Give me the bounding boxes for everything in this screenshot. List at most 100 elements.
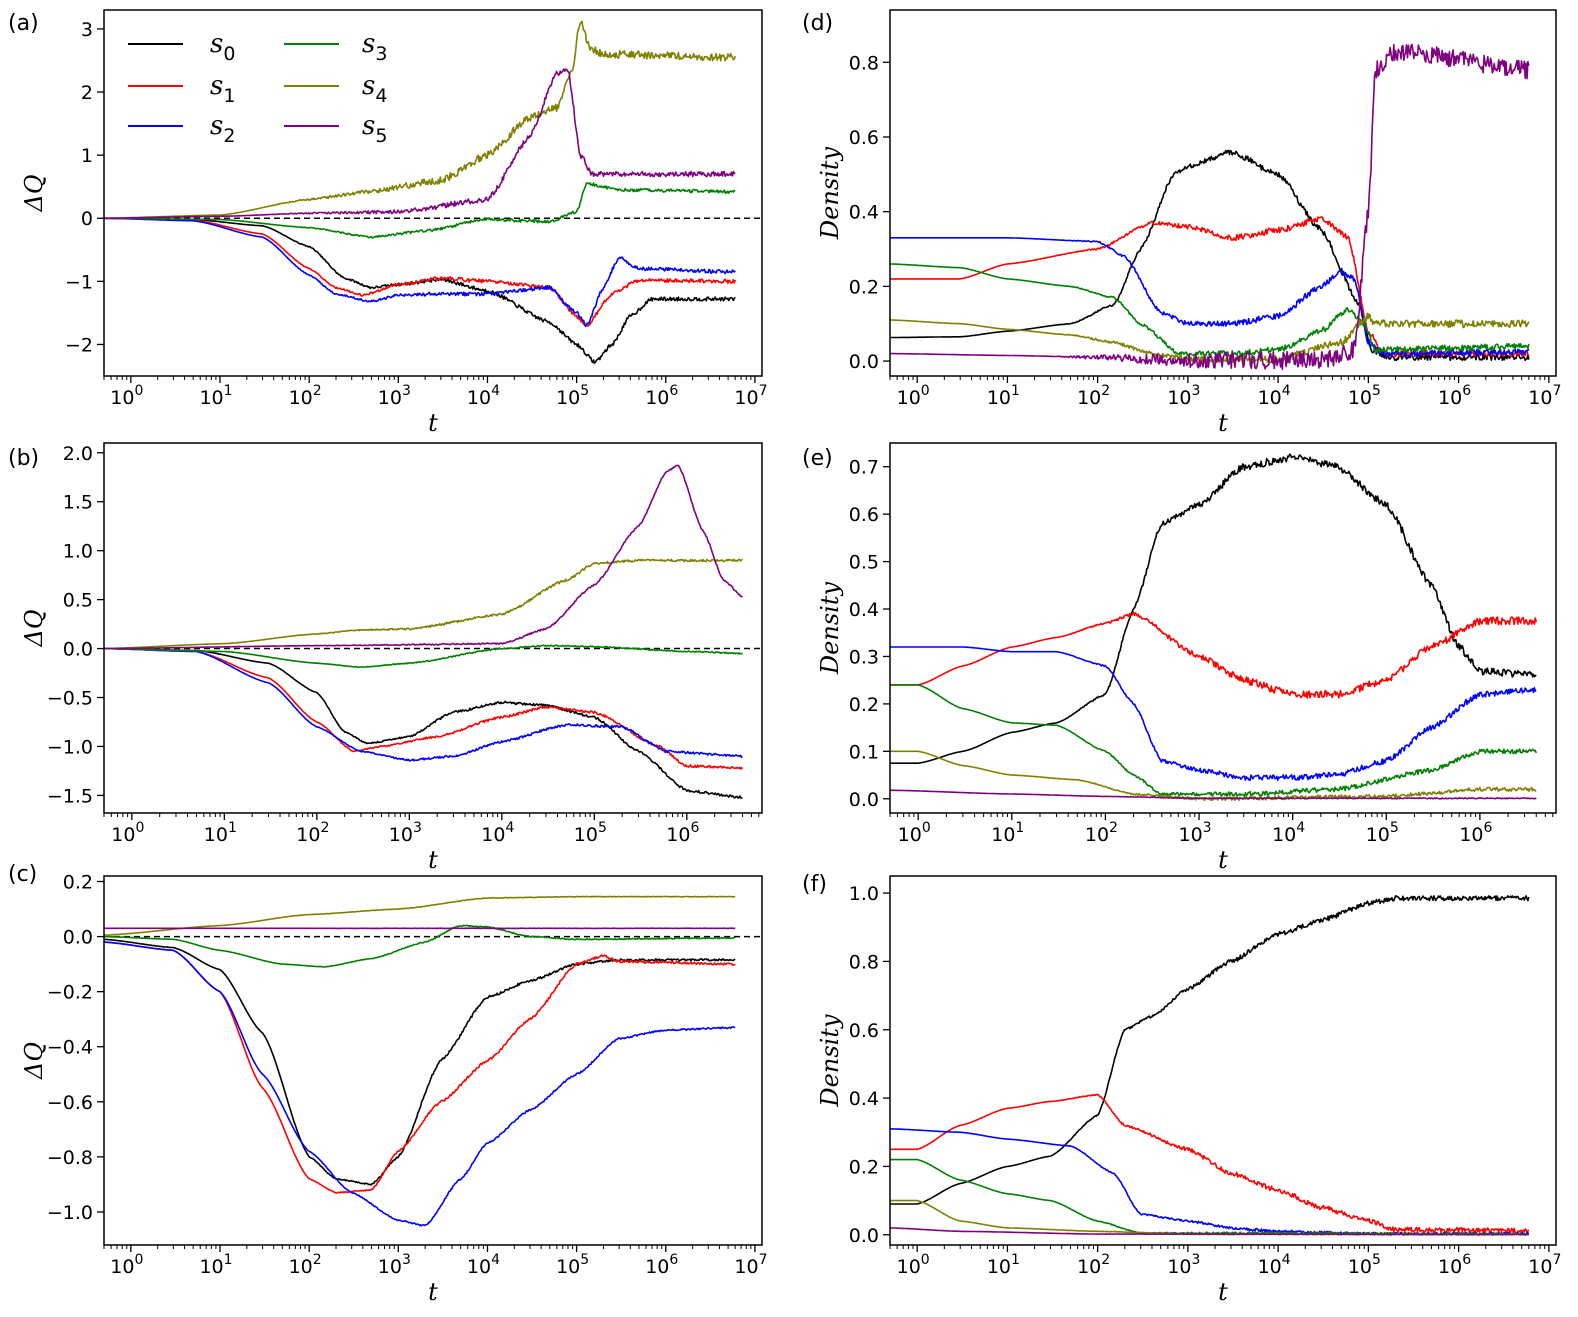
x-tick-label: 103 [1167,383,1200,409]
y-tick-label: 0.1 [849,741,879,763]
x-tick-label: 107 [734,383,767,409]
axes-frame [103,9,763,377]
x-axis-label: t [428,409,438,437]
series-s0-line [890,895,1530,1205]
series-s1-line [104,647,744,770]
y-tick-label: −0.5 [47,687,93,709]
x-tick-label: 104 [467,1252,500,1278]
x-tick-label: 106 [1459,820,1492,846]
y-tick-label: 0.0 [849,1225,879,1247]
x-tick-label: 103 [378,1252,411,1278]
y-tick-label: 3 [81,19,93,41]
y-tick-label: 0.6 [849,504,879,526]
y-tick-label: 0.2 [849,694,879,716]
series-s0-line [890,453,1537,764]
axes-frame [889,442,1557,814]
y-tick-label: −1 [65,271,93,293]
x-axis-label: t [1218,846,1228,874]
series-s5-line [104,464,743,650]
y-axis-label: Density [816,582,844,676]
axes-frame [103,875,763,1246]
y-tick-label: 2.0 [63,443,93,465]
panel-a: 100 101 102 103 104 105 106 107 −2 −1 0 1 2 3 t ΔQ (a) s0… [8,9,767,437]
panel-c: 100 101 102 103 104 105 106 107 −1.0 −0.8 −0.6 −0.4… [8,862,767,1306]
y-tick-label: 0.3 [849,646,879,668]
y-tick-label: 1.0 [849,883,879,905]
x-tick-label: 102 [1077,383,1110,409]
series-s2-line [890,237,1530,358]
x-tick-label: 102 [1077,1252,1110,1278]
series-s0-line [104,647,743,799]
series-s5-line [104,68,736,219]
y-tick-label: −0.8 [47,1147,93,1169]
y-tick-label: 0.2 [849,1156,879,1178]
y-tick-label: 1.0 [63,541,93,563]
y-tick-label: 1 [81,145,93,167]
x-tick-label: 106 [1438,383,1471,409]
y-tick-label: 0.2 [849,276,879,298]
x-tick-label: 102 [1085,820,1118,846]
x-tick-label: 107 [1528,1252,1561,1278]
x-tick-label: 103 [378,383,411,409]
panel-label: (e) [802,446,833,471]
series-s0-line [104,938,736,1186]
series-s4-line [890,750,1537,801]
y-tick-label: 0.6 [849,127,879,149]
y-tick-label: 2 [81,82,93,104]
x-tick-label: 105 [1366,820,1399,846]
x-tick-label: 105 [574,820,607,846]
x-tick-label: 106 [645,1252,678,1278]
x-tick-label: 101 [991,820,1024,846]
x-tick-label: 107 [734,1252,767,1278]
x-tick-label: 100 [898,820,931,846]
series-s5-line [890,1227,1530,1236]
y-tick-label: −2 [65,334,93,356]
y-tick-label: 0.0 [849,789,879,811]
series-s1-line [890,1093,1530,1234]
x-tick-label: 100 [897,1252,930,1278]
x-tick-label: 100 [110,383,143,409]
series-s1-line [104,217,736,327]
x-axis-label: t [1218,1278,1228,1306]
y-tick-label: 0 [81,208,93,230]
panel-label: (c) [8,862,37,887]
x-tick-label: 103 [1178,820,1211,846]
y-tick-label: 0.5 [849,552,879,574]
x-tick-label: 107 [1528,383,1561,409]
y-tick-label: 0.0 [63,639,93,661]
y-axis-label: ΔQ [20,174,48,212]
panel-e: 100 101 102 103 104 105 106 0.0 0.1 0.2 0.3 0.4 0.5 0… [802,442,1557,874]
x-tick-label: 101 [204,820,237,846]
series-s2-line [104,941,736,1227]
y-axis-label: ΔQ [20,1042,48,1080]
axes-frame [889,875,1557,1246]
x-tick-label: 100 [897,383,930,409]
x-tick-label: 105 [556,383,589,409]
y-tick-label: −1.0 [47,736,93,758]
x-tick-label: 102 [289,383,322,409]
legend-label: s2 [210,111,235,147]
x-tick-label: 104 [481,820,514,846]
x-tick-label: 100 [110,1252,143,1278]
series-s0-line [104,217,736,365]
series-s0-line [890,149,1530,362]
series-s3-line [104,924,736,968]
y-tick-label: 0.8 [849,52,879,74]
series-s4-line [104,20,736,219]
legend-label: s3 [362,29,387,65]
series-s3-line [890,684,1538,798]
y-tick-label: −0.4 [47,1037,93,1059]
y-tick-label: 0.5 [63,590,93,612]
x-axis-label: t [1218,409,1228,437]
x-tick-label: 101 [199,383,232,409]
x-tick-label: 104 [467,383,500,409]
panel-label: (d) [802,11,833,36]
x-tick-label: 103 [389,820,422,846]
x-tick-label: 102 [289,1252,322,1278]
series-s5-line [890,789,1537,800]
x-tick-label: 101 [987,383,1020,409]
series-s1-line [890,611,1538,699]
x-tick-label: 101 [987,1252,1020,1278]
y-axis-label: Density [816,1014,844,1108]
